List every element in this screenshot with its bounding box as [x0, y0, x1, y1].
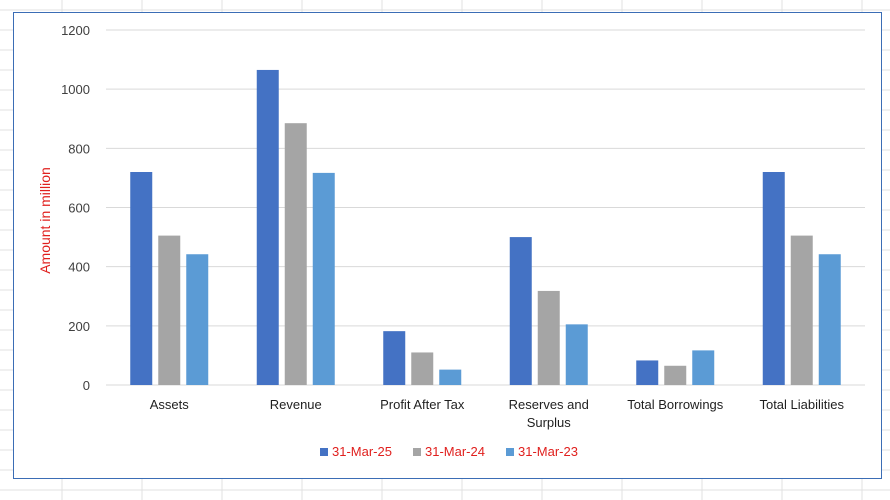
- bar-31-mar-23[interactable]: [439, 369, 462, 385]
- x-category-label-line: Surplus: [527, 415, 572, 430]
- y-tick-label: 1000: [61, 82, 90, 97]
- y-tick-label: 400: [68, 260, 90, 275]
- legend-swatch: [413, 448, 421, 456]
- x-category-label-line: Revenue: [270, 397, 322, 412]
- bar-31-mar-24[interactable]: [158, 235, 181, 385]
- legend-swatch: [506, 448, 514, 456]
- bar-31-mar-25[interactable]: [383, 331, 406, 385]
- x-category-label-line: Profit After Tax: [380, 397, 465, 412]
- legend-label[interactable]: 31-Mar-25: [332, 444, 392, 459]
- x-category-label-line: Assets: [150, 397, 190, 412]
- x-category-label: Reserves and Surplus: [509, 397, 589, 430]
- y-tick-label: 600: [68, 201, 90, 216]
- y-tick-label: 1200: [61, 23, 90, 38]
- bar-31-mar-25[interactable]: [636, 360, 659, 385]
- x-category-label: Assets: [150, 397, 190, 412]
- bar-31-mar-23[interactable]: [312, 172, 335, 385]
- bar-31-mar-23[interactable]: [186, 254, 209, 385]
- x-category-label-line: Total Liabilities: [759, 397, 844, 412]
- x-category-label-line: Total Borrowings: [627, 397, 724, 412]
- legend-swatch: [320, 448, 328, 456]
- bar-chart: 0 200 400 600 800 1000 1200 Amount in million As…: [37, 23, 865, 459]
- bar-31-mar-23[interactable]: [692, 350, 715, 385]
- y-axis-title: Amount in million: [37, 167, 53, 274]
- legend-label[interactable]: 31-Mar-23: [518, 444, 578, 459]
- x-category-label: Revenue: [270, 397, 322, 412]
- bar-31-mar-24[interactable]: [411, 352, 434, 385]
- bar-31-mar-24[interactable]: [537, 290, 560, 385]
- chart-area[interactable]: 0 200 400 600 800 1000 1200 Amount in million As…: [13, 12, 882, 479]
- bar-31-mar-24[interactable]: [790, 235, 813, 385]
- y-tick-label: 0: [83, 378, 90, 393]
- bar-31-mar-25[interactable]: [130, 172, 153, 385]
- bar-31-mar-23[interactable]: [818, 254, 841, 385]
- x-category-label-line: Reserves and: [509, 397, 589, 412]
- y-tick-label: 800: [68, 141, 90, 156]
- bar-31-mar-25[interactable]: [762, 172, 785, 385]
- y-tick-label: 200: [68, 319, 90, 334]
- bar-31-mar-25[interactable]: [509, 237, 532, 385]
- legend-label[interactable]: 31-Mar-24: [425, 444, 485, 459]
- x-category-label: Total Borrowings: [627, 397, 724, 412]
- bar-31-mar-25[interactable]: [256, 69, 279, 385]
- x-category-label: Profit After Tax: [380, 397, 465, 412]
- bar-31-mar-24[interactable]: [284, 123, 307, 385]
- bar-31-mar-23[interactable]: [565, 324, 588, 385]
- bar-31-mar-24[interactable]: [664, 365, 687, 385]
- x-category-label: Total Liabilities: [759, 397, 844, 412]
